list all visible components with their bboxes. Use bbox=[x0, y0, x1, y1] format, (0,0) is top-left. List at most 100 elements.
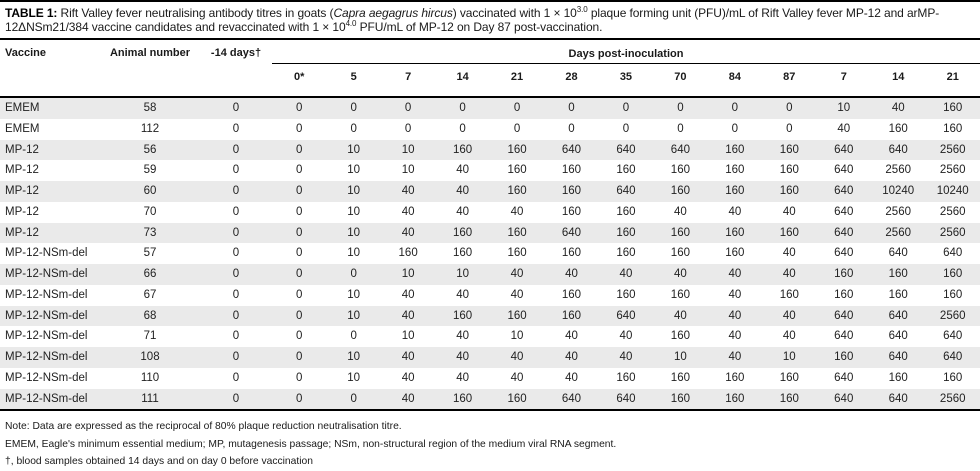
table-caption: TABLE 1: Rift Valley fever neutralising … bbox=[0, 0, 980, 40]
animal-number-cell: 58 bbox=[143, 102, 157, 114]
titre-cell: 40 bbox=[510, 288, 524, 301]
titre-cell: 160 bbox=[561, 185, 582, 197]
titre-cell: 640 bbox=[834, 247, 854, 260]
column-header-vaccine: Vaccine bbox=[0, 40, 100, 98]
titre-cell: 640 bbox=[816, 388, 871, 412]
titre-cell: 640 bbox=[834, 309, 854, 322]
titre-cell: 40 bbox=[401, 309, 415, 322]
titre-cell: 2560 bbox=[939, 205, 966, 218]
caption-text-3: plaque forming unit (PFU)/mL of Rift Val… bbox=[5, 6, 940, 34]
vaccine-cell: MP-12-NSm-del bbox=[5, 288, 88, 301]
table-note: EMEM, Eagle's minimum essential medium; … bbox=[5, 438, 617, 450]
titre-cell: 40 bbox=[456, 371, 469, 384]
titre-cell: 160 bbox=[943, 371, 963, 384]
titre-cell: 40 bbox=[674, 268, 687, 280]
titre-cell: 40 bbox=[456, 351, 469, 363]
vaccine-cell: EMEM bbox=[5, 102, 40, 114]
minus-14-days-cell: 0 bbox=[200, 388, 272, 412]
titre-cell: 40 bbox=[674, 205, 687, 218]
titre-cell: 0 bbox=[568, 122, 575, 135]
titre-cell: 10 bbox=[347, 226, 361, 239]
animal-number-cell: 108 bbox=[140, 351, 160, 363]
titre-cell: 0 bbox=[513, 122, 521, 135]
titre-cell: 10 bbox=[401, 330, 415, 343]
minus-14-days-cell: 0 bbox=[232, 371, 240, 384]
titre-cell: 160 bbox=[507, 247, 527, 260]
titre-cell: 160 bbox=[561, 288, 582, 301]
titre-cell: 160 bbox=[616, 205, 636, 218]
titre-cell: 160 bbox=[452, 143, 473, 156]
titre-cell: 160 bbox=[616, 371, 636, 384]
titre-cell: 10 bbox=[347, 143, 361, 156]
titre-cell: 160 bbox=[670, 288, 690, 301]
titre-cell: 640 bbox=[834, 185, 854, 197]
titre-cell: 160 bbox=[779, 185, 799, 197]
table-row: MP-12-NSm-del 71 0 0 0 10 40 10 40 40 160 40 40 640 64… bbox=[0, 326, 980, 347]
species-name: Capra aegagrus hircus bbox=[333, 6, 453, 20]
titre-cell: 2560 bbox=[939, 164, 966, 177]
titre-cell: 10 bbox=[456, 268, 469, 280]
titre-cell: 160 bbox=[452, 247, 473, 260]
table-note: Note: Data are expressed as the reciproc… bbox=[5, 421, 402, 433]
vaccine-cell: MP-12-NSm-del bbox=[5, 351, 88, 363]
day-column-header: 35 bbox=[598, 63, 654, 98]
titre-cell: 0 bbox=[296, 288, 303, 301]
animal-number-cell: 68 bbox=[143, 309, 157, 322]
animal-number-cell: 56 bbox=[143, 143, 157, 156]
titre-cell: 2560 bbox=[885, 205, 911, 218]
table-row: MP-12 59 0 0 10 10 40 160 160 160 160 160 160 640 2560… bbox=[0, 160, 980, 181]
animal-number-cell: 111 bbox=[100, 388, 200, 412]
minus-14-days-cell: 0 bbox=[232, 288, 240, 301]
titre-cell: 160 bbox=[653, 388, 708, 412]
table-row: MP-12-NSm-del 108 0 0 10 40 40 40 40 40 10 40 10 160 6… bbox=[0, 347, 980, 368]
titre-cell: 160 bbox=[670, 226, 690, 239]
titre-cell: 0 bbox=[296, 143, 303, 156]
titre-cell: 160 bbox=[888, 122, 908, 135]
minus-14-days-cell: 0 bbox=[232, 226, 240, 239]
titre-cell: 160 bbox=[779, 226, 799, 239]
titre-cell: 160 bbox=[616, 247, 636, 260]
titre-cell: 0 bbox=[272, 388, 327, 412]
titre-cell: 40 bbox=[401, 371, 415, 384]
titre-cell: 10 bbox=[347, 247, 361, 260]
titre-cell: 40 bbox=[510, 268, 524, 280]
titre-cell: 640 bbox=[834, 143, 854, 156]
titre-cell: 160 bbox=[616, 288, 636, 301]
table-row: MP-12 70 0 0 10 40 40 40 160 160 40 40 40 640 2560 2560 bbox=[0, 202, 980, 223]
titre-cell: 40 bbox=[456, 288, 469, 301]
titre-cell: 40 bbox=[565, 371, 578, 384]
minus-14-days-cell: 0 bbox=[232, 309, 240, 322]
titre-cell: 160 bbox=[943, 102, 963, 114]
titre-cell: 160 bbox=[725, 164, 745, 177]
titre-cell: 40 bbox=[456, 185, 469, 197]
titre-cell: 640 bbox=[598, 388, 654, 412]
vaccine-cell: MP-12-NSm-del bbox=[5, 268, 88, 280]
titre-cell: 40 bbox=[782, 205, 796, 218]
animal-number-cell: 59 bbox=[143, 164, 157, 177]
titre-cell: 40 bbox=[565, 330, 578, 343]
titre-cell: 640 bbox=[670, 143, 690, 156]
titre-cell: 40 bbox=[728, 268, 742, 280]
vaccine-cell: MP-12 bbox=[5, 164, 39, 177]
titre-cell: 160 bbox=[834, 288, 854, 301]
titre-cell: 0 bbox=[350, 102, 357, 114]
titre-cell: 640 bbox=[834, 205, 854, 218]
titre-cell: 160 bbox=[616, 164, 636, 177]
titre-cell: 40 bbox=[619, 351, 633, 363]
animal-number-cell: 67 bbox=[143, 288, 157, 301]
minus-14-days-cell: 0 bbox=[232, 330, 240, 343]
minus-14-days-cell: 0 bbox=[232, 247, 240, 260]
minus-14-days-cell: 0 bbox=[232, 164, 240, 177]
titre-cell: 40 bbox=[728, 309, 742, 322]
animal-number-cell: 66 bbox=[143, 268, 157, 280]
titre-cell: 10 bbox=[347, 371, 361, 384]
titre-cell: 40 bbox=[401, 226, 415, 239]
caption-superscript-2: 4.0 bbox=[345, 19, 357, 28]
titre-cell: 160 bbox=[888, 288, 908, 301]
titre-cell: 160 bbox=[762, 388, 817, 412]
titre-cell: 160 bbox=[943, 122, 963, 135]
table-row: MP-12-NSm-del 57 0 0 10 160 160 160 160 160 160 160… bbox=[0, 243, 980, 264]
titre-cell: 40 bbox=[456, 330, 469, 343]
day-column-header: 7 bbox=[816, 63, 871, 98]
titre-cell: 640 bbox=[943, 330, 963, 343]
